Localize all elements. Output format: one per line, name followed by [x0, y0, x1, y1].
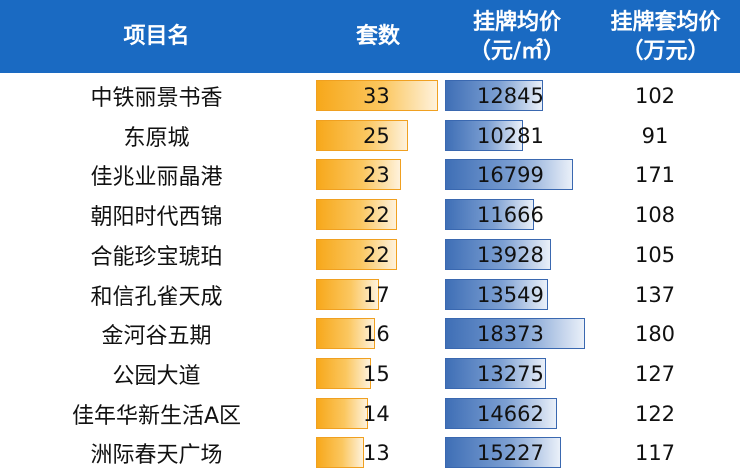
avg-price-cell: 14662 — [477, 401, 544, 426]
avg-total-price-cell: 105 — [634, 242, 676, 267]
avg-price-databar — [445, 199, 534, 231]
unit-count-cell: 22 — [363, 242, 390, 267]
table-header: 项目名 套数 挂牌均价 （元/㎡） 挂牌套均价 （万元） — [0, 0, 740, 73]
unit-count-databar — [316, 397, 368, 429]
avg-price-cell: 12845 — [477, 84, 544, 108]
header-project-name-label: 项目名 — [123, 24, 190, 49]
avg-price-cell: 13275 — [477, 361, 544, 386]
unit-count-cell: 25 — [363, 123, 390, 148]
unit-count-cell: 33 — [363, 84, 390, 108]
project-name-cell: 东原城 — [123, 125, 190, 151]
table-row: 佳兆业丽晶港 23 16799 171 — [0, 155, 740, 195]
project-name-cell: 中铁丽景书香 — [90, 86, 223, 111]
avg-total-price-cell: 171 — [634, 163, 676, 188]
avg-price-databar — [445, 278, 549, 310]
avg-price-cell: 13549 — [477, 282, 544, 307]
avg-total-price-cell: 180 — [634, 322, 676, 347]
unit-count-databar — [316, 318, 376, 350]
avg-price-databar — [445, 238, 552, 270]
avg-price-databar — [445, 357, 547, 389]
avg-total-price-cell: 117 — [634, 441, 676, 466]
header-avg-price-unit: （元/㎡） — [468, 38, 566, 64]
unit-count-cell: 22 — [363, 203, 390, 228]
table-row: 东原城 25 10281 91 — [0, 116, 740, 156]
avg-price-databar — [445, 80, 543, 111]
table-row: 和信孔雀天成 17 13549 137 — [0, 275, 740, 315]
avg-total-price-cell: 122 — [634, 401, 676, 426]
unit-count-databar — [316, 278, 379, 310]
project-name-cell: 公园大道 — [112, 363, 201, 389]
avg-total-price-cell: 127 — [634, 361, 676, 386]
avg-price-databar — [445, 437, 562, 469]
unit-count-databar — [316, 80, 438, 111]
unit-count-databar — [316, 119, 409, 151]
table-row: 佳年华新生活A区 14 14662 122 — [0, 394, 740, 434]
unit-count-cell: 13 — [363, 441, 390, 466]
header-avg-total-price-label: 挂牌套均价 — [610, 9, 721, 35]
project-name-cell: 合能珍宝琥珀 — [90, 244, 223, 270]
header-avg-total-price-unit: （万元） — [621, 38, 710, 64]
avg-price-databar — [445, 159, 573, 191]
avg-price-cell: 18373 — [477, 322, 544, 347]
avg-total-price-cell: 102 — [634, 84, 676, 108]
avg-price-cell: 13928 — [477, 242, 544, 267]
avg-total-price-cell: 108 — [634, 203, 676, 228]
project-name-cell: 佳兆业丽晶港 — [90, 165, 223, 191]
unit-count-databar — [316, 199, 398, 231]
project-name-cell: 佳年华新生活A区 — [71, 403, 242, 429]
unit-count-databar — [316, 159, 402, 191]
unit-count-cell: 17 — [363, 282, 390, 307]
table-row: 洲际春天广场 13 15227 117 — [0, 433, 740, 473]
avg-price-cell: 16799 — [477, 163, 544, 188]
avg-price-databar — [445, 318, 585, 350]
avg-price-cell: 11666 — [477, 203, 544, 228]
avg-price-cell: 15227 — [477, 441, 544, 466]
project-name-cell: 金河谷五期 — [101, 324, 212, 350]
avg-price-databar — [445, 397, 557, 429]
table-row: 公园大道 15 13275 127 — [0, 354, 740, 394]
table-row: 中铁丽景书香 33 12845 102 — [0, 76, 740, 116]
header-avg-total-price: 挂牌套均价 （万元） — [591, 0, 740, 73]
table-row: 合能珍宝琥珀 22 13928 105 — [0, 235, 740, 275]
unit-count-cell: 23 — [363, 163, 390, 188]
table-row: 金河谷五期 16 18373 180 — [0, 314, 740, 354]
avg-price-cell: 10281 — [477, 123, 544, 148]
header-project-name: 项目名 — [0, 0, 313, 73]
unit-count-cell: 14 — [363, 401, 390, 426]
project-name-cell: 朝阳时代西锦 — [90, 205, 223, 231]
unit-count-cell: 15 — [363, 361, 390, 386]
avg-price-databar — [445, 119, 524, 151]
avg-total-price-cell: 137 — [634, 282, 676, 307]
project-name-cell: 和信孔雀天成 — [90, 284, 223, 310]
project-name-cell: 洲际春天广场 — [90, 443, 223, 469]
unit-count-cell: 16 — [363, 322, 390, 347]
header-avg-price: 挂牌均价 （元/㎡） — [443, 0, 591, 73]
unit-count-databar — [316, 437, 365, 469]
avg-total-price-cell: 91 — [641, 123, 669, 148]
unit-count-databar — [316, 357, 372, 389]
header-unit-count-label: 套数 — [355, 24, 400, 49]
unit-count-databar — [316, 238, 398, 270]
header-avg-price-label: 挂牌均价 — [472, 9, 561, 35]
header-unit-count: 套数 — [313, 0, 443, 73]
table-row: 朝阳时代西锦 22 11666 108 — [0, 195, 740, 235]
